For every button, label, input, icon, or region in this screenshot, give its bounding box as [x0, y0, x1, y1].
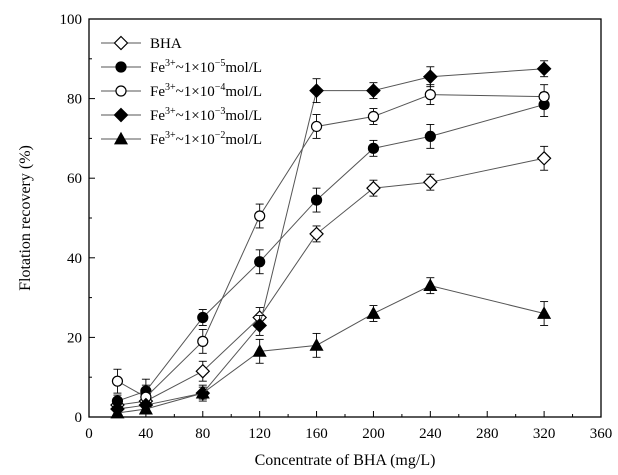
x-tick-label: 320	[533, 426, 556, 442]
series-1	[110, 145, 552, 413]
data-point	[422, 69, 438, 85]
series-line	[117, 94, 545, 398]
legend-marker	[113, 35, 129, 51]
series-2	[111, 92, 550, 408]
x-tick-label: 280	[476, 426, 499, 442]
data-point	[536, 150, 552, 166]
y-tick-label: 80	[67, 92, 82, 108]
data-point	[367, 142, 380, 154]
y-tick-label: 40	[67, 251, 82, 267]
legend-marker	[115, 61, 127, 73]
y-axis-label: Flotation recovery (%)	[17, 145, 34, 291]
data-point	[423, 278, 438, 292]
data-point	[538, 91, 550, 103]
data-point	[111, 375, 124, 387]
series-5	[110, 277, 552, 419]
data-point	[252, 344, 267, 357]
x-tick-label: 160	[305, 426, 328, 442]
y-tick-label: 20	[67, 330, 82, 346]
legend-marker	[113, 131, 129, 145]
legend-label: Fe3+~1×10−2mol/L	[150, 130, 262, 148]
data-point	[195, 385, 210, 399]
data-point	[422, 174, 438, 190]
series-line	[117, 285, 545, 414]
legend-item: Fe3+~1×10−4mol/L	[101, 82, 262, 100]
data-point	[252, 318, 268, 333]
data-point	[138, 401, 153, 415]
series-line	[117, 104, 545, 402]
legend-item: BHA	[101, 35, 182, 52]
x-tick-label: 0	[85, 426, 93, 442]
data-point	[366, 306, 381, 319]
legend: BHA Fe3+~1×10−5mol/L Fe3+~1×10−4mol/L Fe3+~…	[101, 35, 262, 148]
x-tick-label: 40	[138, 426, 153, 442]
y-tick-label: 0	[75, 410, 83, 426]
plot-frame	[88, 18, 602, 418]
x-tick-label: 200	[362, 426, 385, 442]
data-point	[309, 83, 324, 98]
series-3	[111, 84, 550, 410]
axis-ticks: 0 40 80 120 160 200 240 280 320 360 0 20 40 60 80 100	[60, 12, 613, 442]
legend-label: Fe3+~1×10−5mol/L	[150, 58, 262, 76]
data-point	[110, 405, 125, 419]
legend-marker	[115, 85, 127, 97]
data-point	[310, 194, 323, 206]
x-tick-label: 360	[590, 426, 613, 442]
data-point	[537, 306, 552, 319]
data-point	[310, 120, 323, 133]
series-layer	[110, 60, 552, 419]
x-tick-label: 240	[419, 426, 442, 442]
y-tick-label: 60	[67, 171, 82, 187]
data-point	[536, 61, 552, 77]
legend-marker	[113, 107, 129, 123]
data-point	[195, 363, 211, 379]
legend-label: Fe3+~1×10−3mol/L	[150, 106, 262, 124]
legend-item: Fe3+~1×10−3mol/L	[101, 106, 262, 124]
data-point	[309, 226, 324, 242]
data-point	[366, 180, 381, 196]
legend-item: Fe3+~1×10−2mol/L	[101, 130, 262, 148]
data-point	[367, 110, 380, 123]
data-point	[424, 89, 436, 101]
data-point	[309, 338, 324, 351]
legend-item: Fe3+~1×10−5mol/L	[101, 58, 262, 76]
x-tick-label: 120	[248, 426, 271, 442]
x-axis-label: Concentrate of BHA (mg/L)	[255, 452, 436, 469]
data-point	[424, 130, 436, 143]
y-tick-label: 100	[60, 12, 83, 28]
series-line	[117, 68, 545, 410]
series-line	[117, 157, 545, 406]
legend-label: BHA	[150, 36, 182, 52]
data-point	[197, 311, 209, 324]
data-point	[197, 335, 209, 347]
legend-label: Fe3+~1×10−4mol/L	[150, 82, 262, 100]
data-point	[366, 83, 381, 98]
data-point	[254, 256, 266, 268]
x-tick-label: 80	[195, 426, 210, 442]
data-point	[254, 210, 266, 222]
